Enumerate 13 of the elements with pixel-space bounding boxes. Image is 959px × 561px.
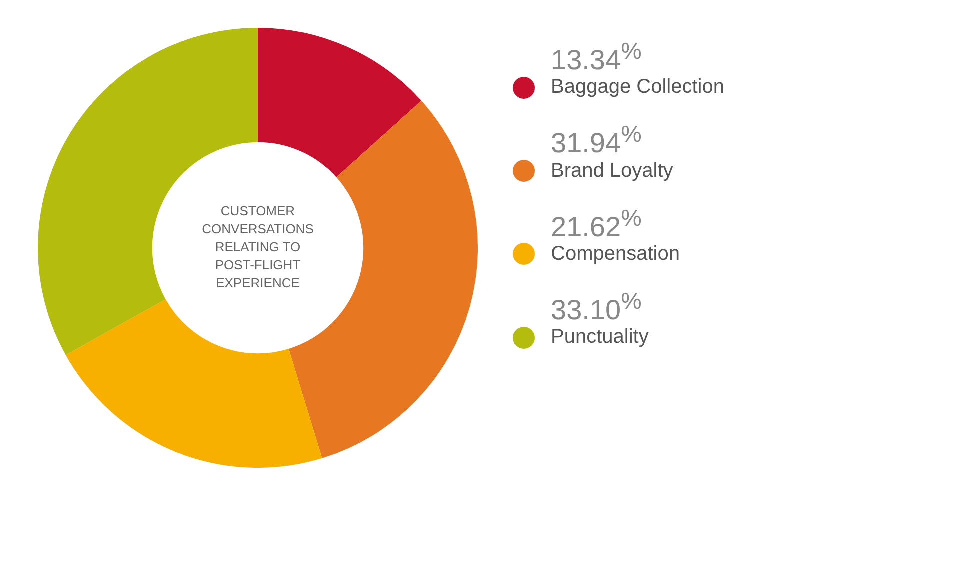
data-label: 33.10$^{%}$ — [551, 288, 643, 326]
legend-label: Baggage Collection — [551, 76, 724, 100]
text: POST-FLIGHT — [215, 258, 301, 273]
data-label: 13.34$^{%}$ — [551, 38, 643, 76]
text: EXPERIENCE — [216, 276, 300, 291]
text: RELATING TO — [215, 240, 301, 255]
legend-label: Brand Loyalty — [551, 160, 674, 183]
data-label: 21.62$^{%}$ — [551, 204, 643, 243]
text: CUSTOMER — [220, 204, 296, 219]
text: CONVERSATIONS — [202, 222, 314, 237]
legend-label: Compensation — [551, 242, 680, 266]
legend-label: Punctuality — [551, 326, 649, 350]
data-label: 31.94$^{%}$ — [551, 121, 643, 160]
